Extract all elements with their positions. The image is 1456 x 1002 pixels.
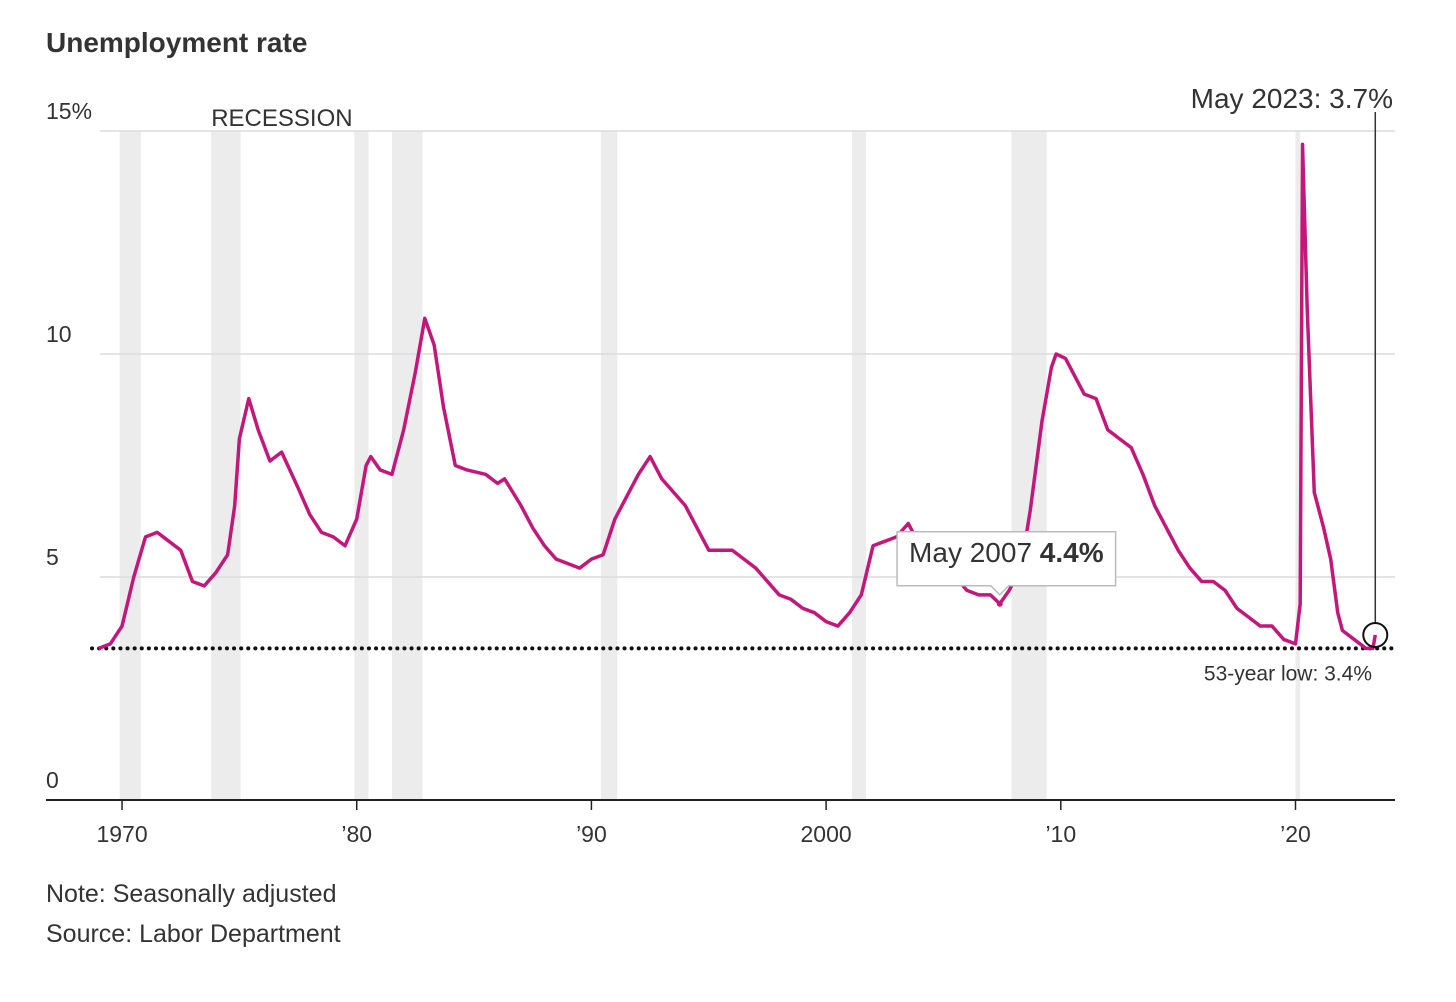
y-tick-label: 5 <box>46 544 59 570</box>
recession-band <box>600 131 618 800</box>
x-tick-label: ’20 <box>1280 821 1311 847</box>
tooltip-label: May 2007 <box>909 537 1032 568</box>
tooltip: May 2007 4.4% <box>896 531 1117 596</box>
source: Source: Labor Department <box>46 920 341 948</box>
tooltip-marker <box>996 600 1003 607</box>
recession-label: RECESSION <box>211 105 352 132</box>
recession-band <box>391 131 423 800</box>
recession-band <box>851 131 867 800</box>
x-tick-label: ’10 <box>1045 821 1076 847</box>
line <box>97 142 1378 651</box>
tooltip-text: May 2007 4.4% <box>909 537 1104 568</box>
y-tick-label: 15% <box>46 98 92 124</box>
tooltip-box <box>896 531 1117 596</box>
recession-band <box>1295 131 1301 800</box>
y-tick-label: 0 <box>46 767 59 793</box>
x-tick-label: ’90 <box>576 821 607 847</box>
annotation-marker <box>1362 621 1389 648</box>
tooltip-value: 4.4% <box>1040 537 1104 568</box>
recession-band <box>1011 131 1047 800</box>
y-tick-label: 10 <box>46 321 72 347</box>
chart-title: Unemployment rate <box>46 27 307 58</box>
recession-band <box>119 131 141 800</box>
x-tick-label: 2000 <box>801 821 852 847</box>
x-tick-label: ’80 <box>341 821 372 847</box>
x-tick-label: 1970 <box>96 821 147 847</box>
annotation-text: May 2023: 3.7% <box>1191 83 1393 114</box>
recession-band <box>354 131 369 800</box>
note: Note: Seasonally adjusted <box>46 880 336 908</box>
recession-band <box>211 131 241 800</box>
low-label: 53-year low: 3.4% <box>1204 662 1372 685</box>
